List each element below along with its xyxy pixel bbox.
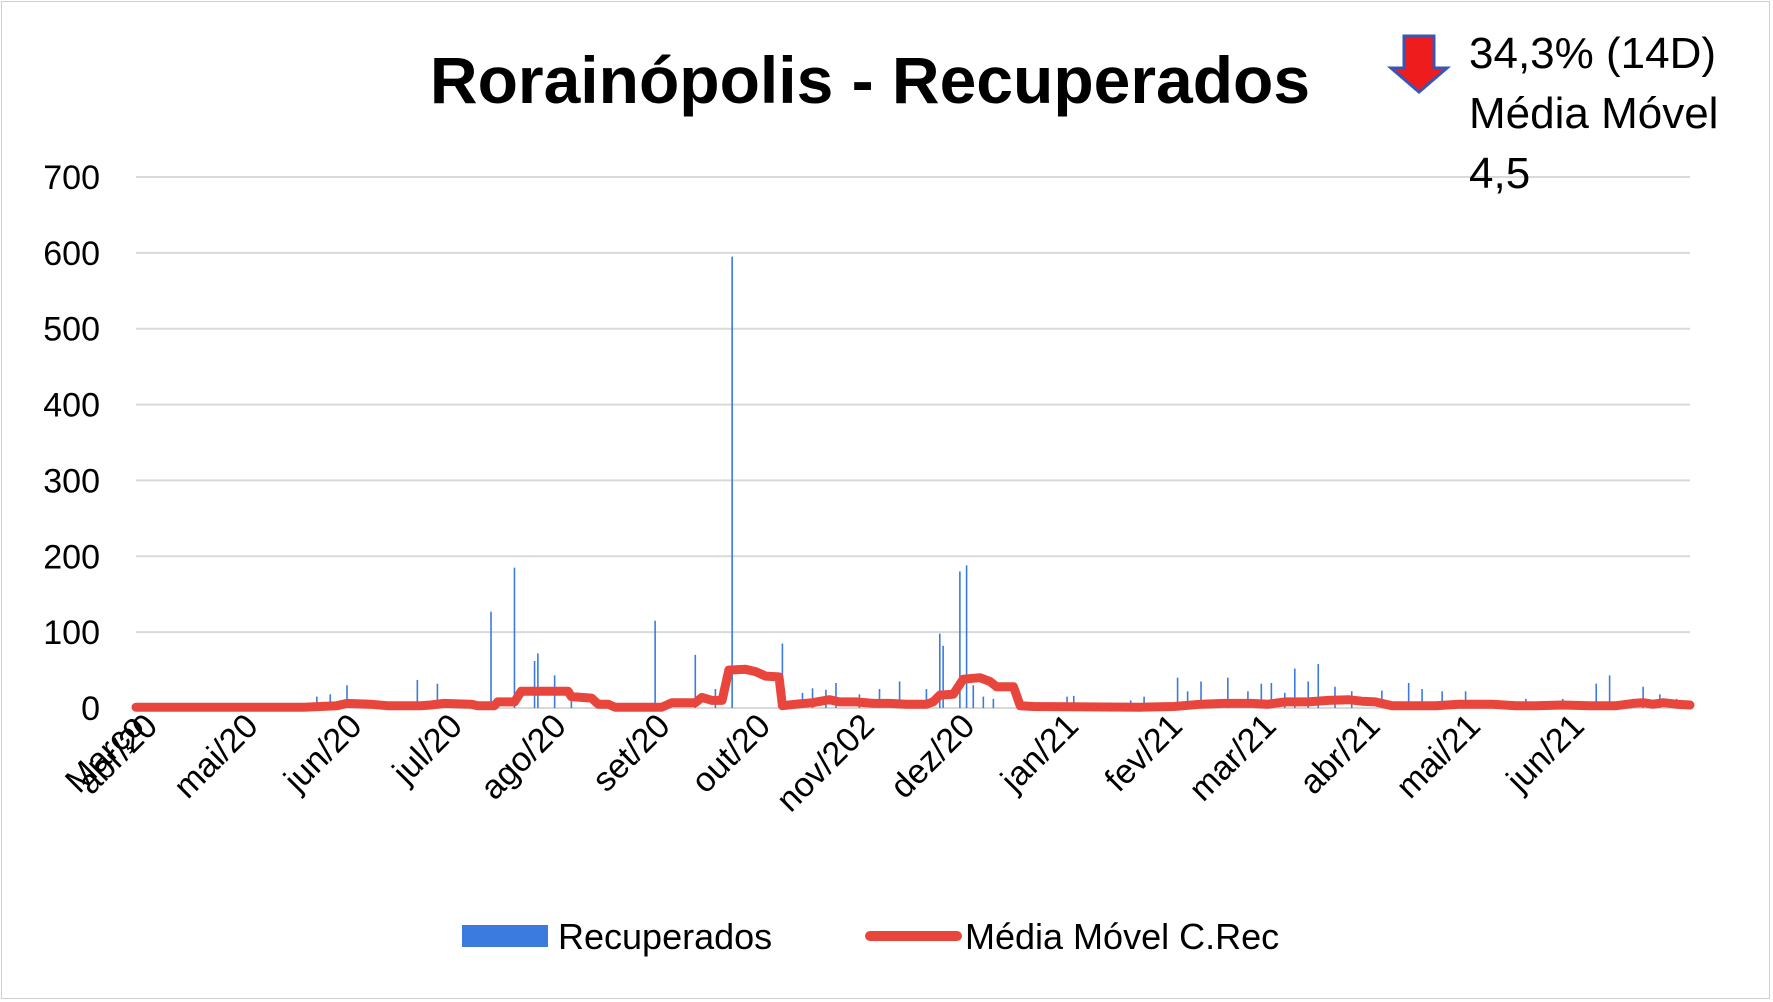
bar-recuperados: [654, 620, 656, 708]
y-tick-label: 100: [43, 614, 100, 652]
y-tick-label: 600: [43, 235, 100, 273]
bar-recuperados: [1143, 696, 1145, 708]
x-tick-label: nov/202: [769, 707, 881, 819]
bar-recuperados: [1642, 686, 1644, 708]
bar-recuperados: [1227, 677, 1229, 708]
bar-recuperados: [959, 571, 961, 708]
x-tick-label: abr/21: [1292, 707, 1387, 802]
bar-recuperados: [835, 682, 837, 708]
legend-label-media-movel: Média Móvel C.Rec: [965, 916, 1279, 957]
bar-recuperados: [1464, 691, 1467, 708]
bar-recuperados: [1270, 682, 1273, 708]
bar-recuperados: [537, 653, 539, 708]
bar-recuperados: [1186, 691, 1189, 708]
y-tick-label: 700: [43, 159, 100, 197]
bar-recuperados: [992, 698, 995, 708]
y-tick-label: 200: [43, 538, 100, 576]
bar-recuperados: [1595, 683, 1598, 708]
x-tick-label: mai/21: [1389, 707, 1488, 806]
y-tick-label: 400: [43, 387, 100, 425]
bar-recuperados: [533, 660, 536, 708]
y-axis: 0 100 200 300 400 500 600 700: [43, 159, 100, 728]
bar-recuperados: [1176, 677, 1179, 708]
bar-recuperados: [416, 679, 419, 708]
y-gridlines: [136, 176, 1690, 709]
x-tick-label: jun/20: [276, 707, 369, 800]
bar-recuperados: [1260, 683, 1263, 708]
badge-percent: 34,3% (14D): [1469, 29, 1716, 78]
bar-recuperados: [490, 611, 492, 708]
bar-recuperados: [942, 645, 944, 708]
chart-title: Rorainópolis - Recuperados: [430, 43, 1310, 117]
x-tick-label: fev/21: [1098, 707, 1190, 799]
bar-recuperados: [965, 565, 968, 708]
badge-label: Média Móvel: [1469, 89, 1718, 138]
down-arrow-icon: [1386, 34, 1452, 94]
bar-recuperados: [346, 685, 348, 708]
legend-label-recuperados: Recuperados: [558, 916, 772, 957]
bar-recuperados: [1407, 682, 1410, 708]
bar-recuperados: [1072, 695, 1075, 708]
legend-swatch-recuperados: [462, 925, 548, 947]
y-tick-label: 0: [81, 690, 100, 728]
bar-recuperados: [898, 681, 901, 708]
badge: 34,3% (14D) Média Móvel 4,5: [1386, 29, 1718, 198]
bar-recuperados: [925, 689, 928, 708]
bar-recuperados: [436, 683, 439, 708]
badge-value: 4,5: [1469, 149, 1530, 198]
x-tick-label: dez/20: [883, 707, 982, 806]
y-tick-label: 300: [43, 462, 100, 500]
y-tick-label: 500: [43, 311, 100, 349]
bar-recuperados: [1200, 681, 1202, 708]
bar-recuperados: [1307, 681, 1309, 708]
bar-recuperados: [1317, 664, 1320, 708]
line-media-movel: [131, 664, 1695, 712]
bar-recuperados: [972, 685, 975, 708]
bar-recuperados: [878, 689, 881, 708]
bar-recuperados: [1441, 691, 1443, 708]
media-movel-line: [131, 664, 1695, 712]
bar-recuperados: [982, 696, 985, 708]
x-tick-label: jan/21: [993, 707, 1086, 800]
bar-recuperados: [1608, 675, 1611, 708]
bar-recuperados: [1294, 668, 1296, 708]
bar-recuperados: [694, 654, 697, 708]
bar-recuperados: [731, 256, 733, 708]
x-tick-label: mai/20: [166, 707, 265, 806]
x-tick-label: out/20: [684, 707, 778, 801]
x-tick-label: jul/20: [385, 707, 470, 792]
bar-recuperados: [1421, 689, 1423, 708]
bar-recuperados: [938, 633, 941, 708]
bar-recuperados: [513, 567, 516, 708]
x-tick-label: mar/21: [1182, 707, 1284, 809]
x-tick-label: set/20: [585, 707, 677, 799]
legend: Recuperados Média Móvel C.Rec: [462, 916, 1279, 957]
bar-recuperados: [329, 694, 332, 708]
x-tick-label: ago/20: [473, 707, 573, 807]
recuperados-bars: [316, 256, 1678, 708]
x-tick-label: jun/21: [1499, 707, 1592, 800]
